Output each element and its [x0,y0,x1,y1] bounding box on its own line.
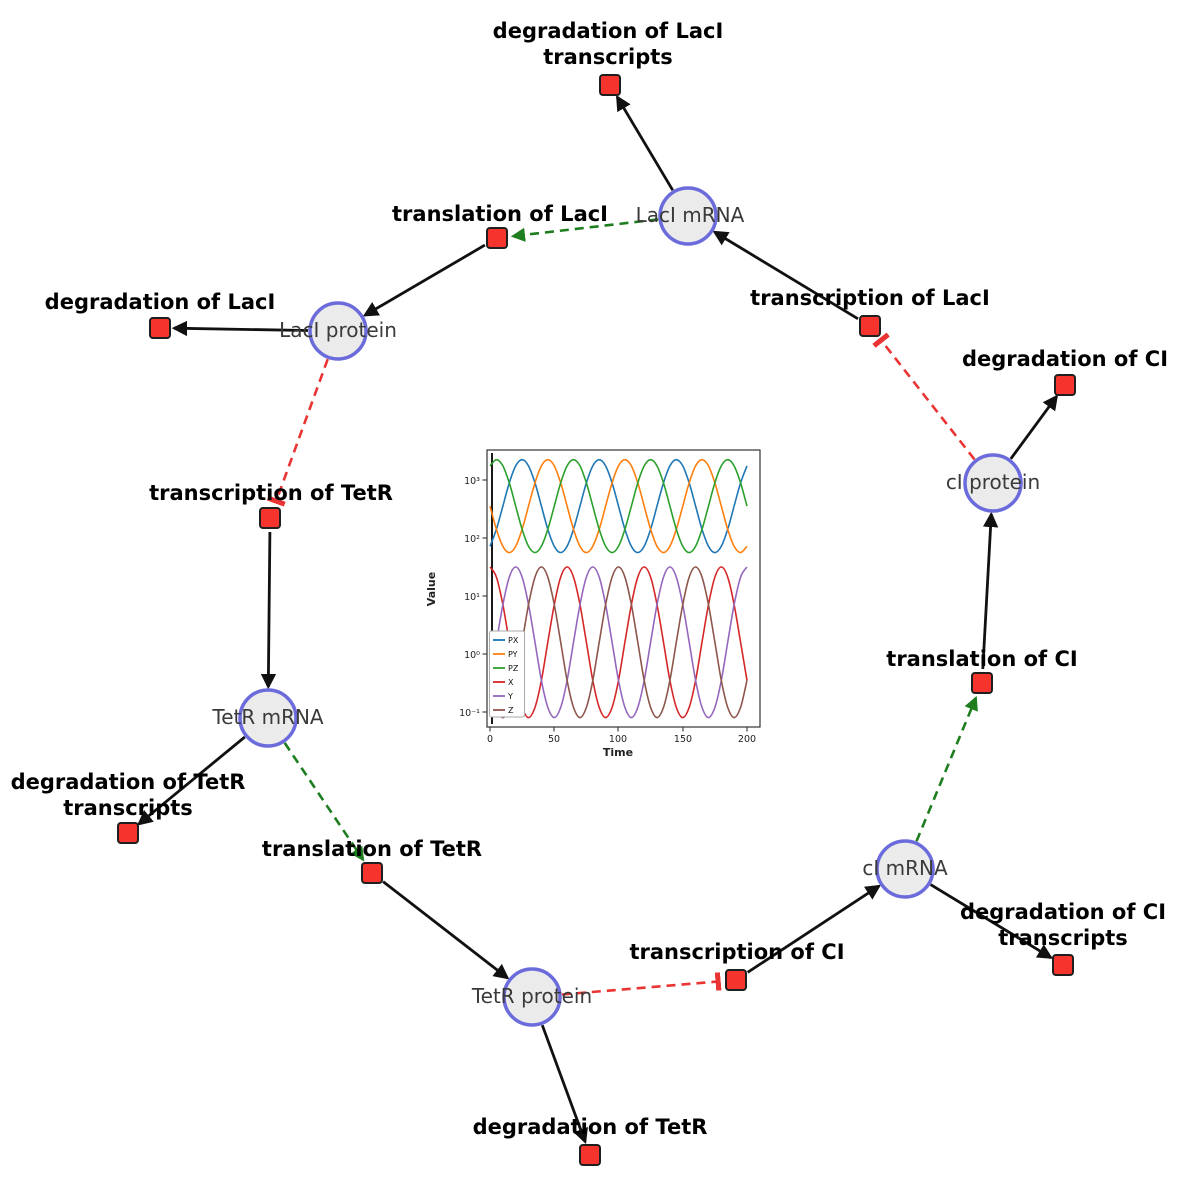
reaction-node-degradation-of-laci-transcripts [599,74,621,96]
y-tick-label: 10⁻¹ [459,708,480,719]
reaction-node-translation-of-laci [486,227,508,249]
species-label: TetR mRNA [211,705,324,729]
reaction-layer: degradation of LacI transcripts translat… [11,19,1168,1166]
curve-Y [489,566,748,719]
species-label: LacI mRNA [636,203,745,227]
y-tick-label: 10⁰ [464,650,480,661]
reaction-node-transcription-of-laci [859,315,881,337]
x-tick-label: 0 [487,734,493,745]
reaction-label: transcripts [63,796,193,820]
x-tick-label: 150 [674,734,692,745]
reaction-label: translation of CI [886,647,1077,671]
edge-layer [137,95,1059,1145]
reaction-node-transcription-of-tetr [259,507,281,529]
reaction-label: transcripts [543,45,673,69]
reaction-node-transcription-of-ci [725,969,747,991]
edge-laci-mrna-modifies-translation [510,218,659,242]
edge-translation-ci-to-ci-protein [981,511,999,670]
edge-ci-protein-to-degradation [1009,394,1059,460]
reaction-label: transcription of LacI [750,286,990,310]
reaction-label: degradation of TetR [473,1115,708,1139]
reaction-label: transcription of TetR [149,481,393,505]
reaction-node-degradation-of-tetr-transcripts [117,822,139,844]
x-axis-label: Time [603,746,633,759]
reaction-label: transcription of CI [629,940,844,964]
species-label: TetR protein [471,984,592,1008]
curve-PY [489,458,748,554]
edge-transcription-laci-to-laci-mrna [712,230,859,320]
y-axis-label: Value [425,572,438,606]
edge-tetr-mrna-to-degradation-transcripts [137,735,246,826]
chart-curves [489,458,748,719]
legend-box [489,630,525,718]
species-node-tetr-protein [502,967,562,1027]
legend-label: PY [508,650,518,659]
x-tick-label: 200 [738,734,756,745]
species-node-laci-mrna [658,186,718,246]
edge-tetr-protein-to-degradation [540,1024,588,1145]
reaction-label: translation of TetR [262,837,482,861]
edge-ci-mrna-modifies-translation [915,695,978,842]
species-node-tetr-mrna [238,688,298,748]
reaction-node-translation-of-tetr [361,862,383,884]
edge-ci-mrna-to-degradation-transcripts [929,883,1053,959]
inset-chart: 10³ 10² 10¹ 10⁰ 10⁻¹ 0 50 100 150 200 Va… [425,449,761,759]
y-tick-label: 10¹ [464,592,480,603]
edge-tetr-mrna-modifies-translation [283,742,365,862]
reaction-node-degradation-of-ci-transcripts [1052,954,1074,976]
curve-PZ [489,458,748,554]
legend-label: PX [508,636,519,645]
reaction-label: translation of LacI [392,202,608,226]
edge-laci-protein-to-degradation [171,320,309,337]
reaction-label: degradation of TetR [11,770,246,794]
plot-background [487,450,760,727]
edge-translation-laci-to-laci-protein [362,243,486,317]
reaction-label: degradation of LacI [45,290,276,314]
y-tick-label: 10³ [464,476,480,487]
legend-label: Z [508,706,514,715]
edge-ci-protein-inhibits-transcription-laci [872,332,976,461]
curve-PX [489,458,748,554]
species-label: LacI protein [279,318,397,342]
curve-Z [489,566,748,719]
reaction-node-degradation-of-ci [1054,374,1076,396]
chart-legend: PX PY PZ X Y Z [489,630,525,718]
legend-label: PZ [508,664,519,673]
reaction-node-degradation-of-laci [149,317,171,339]
species-layer: LacI mRNA LacI protein TetR mRNA TetR pr… [211,186,1040,1027]
species-node-ci-protein [963,453,1023,513]
species-node-laci-protein [308,301,368,361]
reaction-label: degradation of CI [960,900,1166,924]
edge-laci-mrna-to-degradation-transcripts [615,95,674,191]
reaction-label: degradation of LacI [493,19,724,43]
legend-label: X [508,678,514,687]
species-node-ci-mrna [875,839,935,899]
plot-frame [486,449,761,728]
edge-transcription-tetr-to-tetr-mrna [260,531,277,690]
y-tick-label: 10² [464,534,480,545]
reaction-node-translation-of-ci [971,672,993,694]
x-tick-label: 100 [609,734,627,745]
species-label: cI mRNA [862,856,948,880]
species-label: cI protein [946,470,1040,494]
edge-transcription-ci-to-ci-mrna [746,884,882,974]
x-tick-label: 50 [548,734,560,745]
reaction-node-degradation-of-tetr [579,1144,601,1166]
reaction-label: degradation of CI [962,347,1168,371]
edge-laci-protein-inhibits-transcription-tetr [266,358,329,507]
edge-tetr-protein-inhibits-transcription-ci [561,972,722,996]
reaction-label: transcripts [998,926,1128,950]
legend-label: Y [507,692,513,701]
edge-translation-tetr-to-tetr-protein [382,880,510,980]
